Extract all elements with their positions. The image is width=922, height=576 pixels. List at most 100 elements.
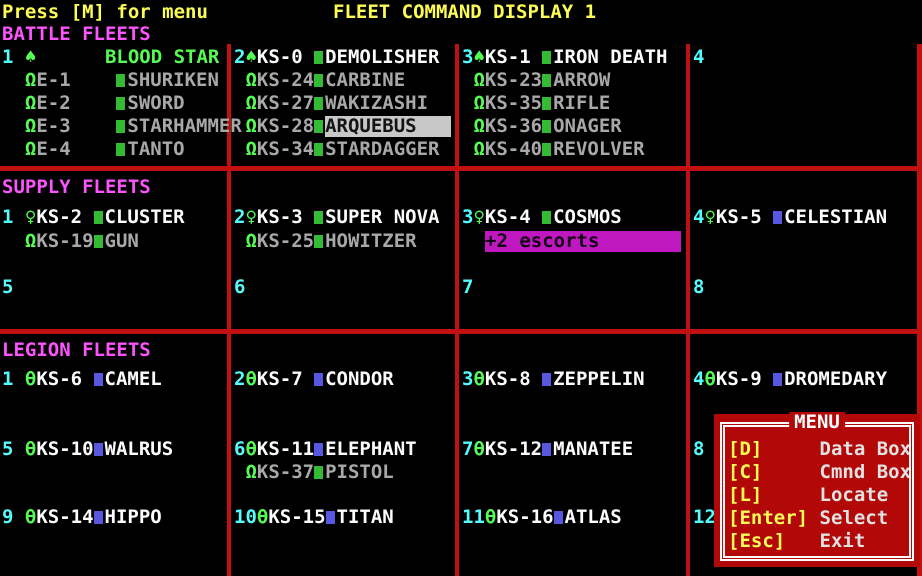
- status-square-icon: [314, 143, 324, 156]
- flagship-designation: KS-11: [256, 438, 315, 460]
- escort-icon: Ω: [245, 138, 257, 160]
- escort-row[interactable]: ΩKS-35 RIFLE: [462, 93, 610, 114]
- menu-item-label: Exit: [819, 530, 866, 552]
- escort-icon: Ω: [245, 92, 257, 114]
- legion-fleet-icon: θ: [704, 368, 716, 390]
- fleet-header-legion-2[interactable]: 2θKS-7 CONDOR: [234, 369, 394, 390]
- flagship-designation: KS-9: [715, 368, 762, 390]
- menu-item-locate[interactable]: [L] Locate: [728, 485, 888, 506]
- status-square-icon: [116, 97, 126, 110]
- fleet-slot-number: 3: [462, 46, 474, 68]
- fleet-header-legion-6[interactable]: 6θKS-11 ELEPHANT: [234, 439, 417, 460]
- ship-name: HOWITZER: [325, 230, 417, 252]
- ship-designation: E-2: [36, 92, 71, 114]
- flagship-designation: KS-6: [36, 368, 83, 390]
- escorts-note-bar[interactable]: +2 escorts: [485, 231, 681, 252]
- escort-row[interactable]: ΩKS-19 GUN: [2, 231, 139, 252]
- ship-name: SHURIKEN: [127, 69, 219, 91]
- ship-name: REVOLVER: [553, 138, 645, 160]
- escort-row[interactable]: ΩKS-37 PISTOL: [234, 461, 394, 483]
- escort-icon: Ω: [24, 138, 37, 160]
- status-square-icon: [116, 143, 126, 156]
- fleet-slot-number: 4: [693, 368, 705, 390]
- fleet-header-battle-3[interactable]: 3♠KS-1 IRON DEATH: [462, 47, 667, 68]
- menu-item-select[interactable]: [Enter] Select: [728, 508, 888, 529]
- status-square-icon: [773, 211, 783, 224]
- ship-name: ONAGER: [553, 115, 622, 137]
- ship-designation: KS-36: [484, 115, 543, 137]
- flagship-name: HIPPO: [104, 506, 162, 528]
- flagship-name: WALRUS: [104, 438, 174, 460]
- supply-fleet-icon: ♀: [245, 206, 257, 228]
- fleet-header-legion-5[interactable]: 5 θKS-10 WALRUS: [2, 439, 173, 460]
- legion-fleet-icon: θ: [24, 506, 37, 528]
- fleet-header-legion-11[interactable]: 11θKS-16 ATLAS: [462, 507, 622, 528]
- escort-row[interactable]: ΩKS-23 ARROW: [462, 70, 610, 91]
- ship-name: CARBINE: [325, 69, 406, 91]
- ship-designation: KS-24: [256, 69, 315, 91]
- menu-item-data-box[interactable]: [D] Data Box: [728, 439, 911, 460]
- status-square-icon: [116, 120, 126, 133]
- status-square-icon: [314, 120, 324, 133]
- flagship-name: DROMEDARY: [784, 368, 888, 390]
- flagship-designation: KS-10: [36, 438, 94, 460]
- empty-slot-number: 12: [693, 506, 716, 528]
- battle-fleet-icon: ♠: [245, 46, 257, 68]
- fleet-slot-number: 1: [2, 206, 14, 228]
- flagship-name: ATLAS: [564, 506, 622, 528]
- escort-row[interactable]: ΩE-1 SHURIKEN: [2, 70, 219, 91]
- menu-item-cmnd-box[interactable]: [C] Cmnd Box: [728, 462, 911, 483]
- ship-name: RIFLE: [553, 92, 611, 114]
- escort-row-selected[interactable]: ΩKS-28 ARQUEBUS: [234, 116, 452, 137]
- fleet-header-legion-9[interactable]: 9 θKS-14 HIPPO: [2, 507, 162, 528]
- menu-key: [D]: [728, 438, 763, 460]
- fleet-header-legion-3[interactable]: 3θKS-8 ZEPPELIN: [462, 369, 645, 390]
- fleet-header-supply-1[interactable]: 1 ♀KS-2 CLUSTER: [2, 207, 185, 228]
- escort-row[interactable]: ΩE-2 SWORD: [2, 93, 185, 114]
- legion-fleet-icon: θ: [484, 506, 497, 528]
- escort-row[interactable]: ΩE-4 TANTO: [2, 139, 185, 160]
- ship-name: PISTOL: [325, 461, 394, 483]
- ship-designation: KS-34: [256, 138, 315, 160]
- status-square-icon: [542, 51, 552, 64]
- escort-row[interactable]: ΩKS-34 STARDAGGER: [234, 139, 439, 160]
- fleet-header-legion-10[interactable]: 10θKS-15 TITAN: [234, 507, 394, 528]
- status-square-icon: [542, 97, 552, 110]
- supply-fleet-icon: ♀: [24, 206, 37, 228]
- status-square-icon: [773, 373, 783, 386]
- flagship-name: CAMEL: [104, 368, 162, 390]
- flagship-designation: KS-2: [36, 206, 83, 228]
- escort-row[interactable]: ΩKS-24 CARBINE: [234, 70, 405, 91]
- escort-row[interactable]: ΩKS-27 WAKIZASHI: [234, 93, 428, 114]
- escort-row[interactable]: ΩKS-40 REVOLVER: [462, 138, 645, 160]
- escort-row[interactable]: ΩKS-25 HOWITZER: [234, 230, 417, 252]
- fleet-header-legion-1[interactable]: 1 θKS-6 CAMEL: [2, 369, 162, 390]
- escort-row[interactable]: ΩKS-36 ONAGER: [462, 115, 622, 137]
- ship-name: GUN: [104, 230, 139, 252]
- grid-vline-4: [917, 44, 922, 576]
- fleet-name: BLOOD STAR: [104, 46, 220, 68]
- escort-row[interactable]: ΩE-3 STARHAMMER: [2, 116, 242, 137]
- page-title: FLEET COMMAND DISPLAY 1: [333, 1, 597, 23]
- menu-item-exit[interactable]: [Esc] Exit: [728, 531, 865, 552]
- fleet-header-supply-2[interactable]: 2♀KS-3 SUPER NOVA: [234, 207, 439, 228]
- escort-icon: Ω: [473, 92, 485, 114]
- fleet-slot-number: 9: [2, 506, 14, 528]
- ship-designation: KS-37: [256, 461, 315, 483]
- status-square-icon: [314, 373, 324, 386]
- ship-designation: E-4: [36, 138, 71, 160]
- ship-designation: E-3: [36, 115, 71, 137]
- fleet-header-legion-4[interactable]: 4θKS-9 DROMEDARY: [693, 369, 887, 390]
- fleet-header-battle-1[interactable]: 1 ♠ BLOOD STAR: [2, 47, 219, 68]
- fleet-header-supply-3[interactable]: 3♀KS-4 COSMOS: [462, 207, 622, 228]
- fleet-slot-number: 3: [462, 368, 474, 390]
- fleet-slot-number: 3: [462, 206, 474, 228]
- fleet-header-battle-2[interactable]: 2♠KS-0 DEMOLISHER: [234, 47, 439, 68]
- escort-icon: Ω: [245, 69, 257, 91]
- fleet-header-legion-7[interactable]: 7θKS-12 MANATEE: [462, 439, 633, 460]
- fleet-header-supply-4[interactable]: 4♀KS-5 CELESTIAN: [693, 207, 887, 228]
- legion-fleet-icon: θ: [245, 438, 257, 460]
- flagship-name: MANATEE: [553, 438, 634, 460]
- fleet-slot-number: 5: [2, 438, 14, 460]
- status-square-icon: [93, 211, 103, 224]
